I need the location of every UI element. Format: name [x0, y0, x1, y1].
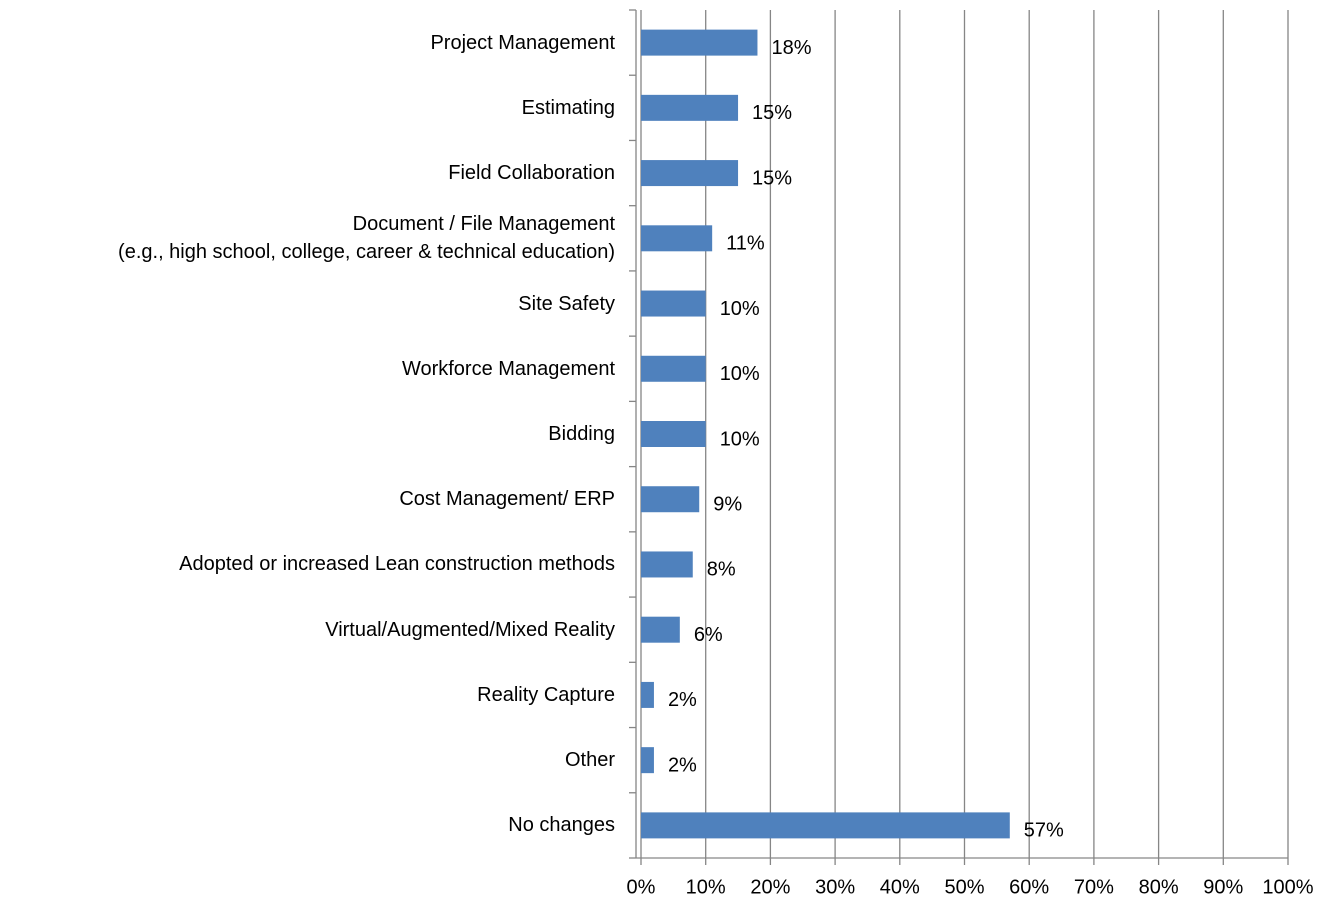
bar [641, 225, 713, 252]
data-label: 57% [1024, 820, 1064, 842]
bar [641, 616, 680, 643]
x-tick-label: 100% [1262, 876, 1313, 898]
y-tick-label: Virtual/Augmented/Mixed Reality [325, 618, 615, 641]
y-tick-label: Other [564, 749, 615, 772]
bar [641, 681, 654, 708]
bar [641, 29, 758, 56]
x-tick-label: 80% [1139, 876, 1179, 898]
data-label: 6% [694, 624, 723, 646]
data-label: 10% [720, 298, 760, 320]
y-tick-label: Project Management [430, 31, 615, 54]
y-tick-label: Field Collaboration [448, 162, 615, 185]
bar [641, 747, 654, 774]
x-tick-label: 90% [1203, 876, 1243, 898]
x-tick-label: 20% [750, 876, 790, 898]
y-tick-label: Site Safety [518, 292, 615, 315]
y-tick-label: Cost Management/ ERP [399, 488, 615, 511]
y-tick-label: Reality Capture [477, 683, 615, 706]
data-label: 18% [771, 37, 811, 59]
y-tick-label: Workforce Management [401, 357, 615, 380]
x-tick-label: 70% [1074, 876, 1114, 898]
bar [641, 812, 1010, 839]
data-label: 15% [752, 167, 792, 189]
bar [641, 421, 706, 447]
data-label: 10% [720, 363, 760, 385]
x-tick-label: 40% [880, 876, 920, 898]
bar [641, 355, 706, 382]
bar [641, 486, 700, 513]
x-tick-label: 60% [1009, 876, 1049, 898]
data-label: 2% [668, 689, 697, 711]
bar [641, 94, 739, 121]
bar [641, 160, 739, 187]
y-tick-label: Document / File Management (e.g., high s… [118, 213, 615, 264]
y-tick-label: Adopted or increased Lean construction m… [179, 553, 615, 576]
x-tick-label: 30% [815, 876, 855, 898]
y-tick-label: Bidding [548, 423, 615, 445]
y-tick-label: No changes [508, 814, 615, 837]
x-tick-label: 10% [686, 876, 726, 898]
bar [641, 290, 706, 317]
data-label: 2% [668, 754, 697, 776]
data-label: 11% [726, 233, 765, 255]
data-label: 8% [707, 559, 736, 581]
bar [641, 551, 693, 578]
x-tick-label: 50% [944, 876, 984, 898]
data-label: 9% [713, 494, 742, 516]
y-tick-label: Estimating [521, 96, 615, 119]
data-label: 15% [752, 102, 792, 124]
data-label: 10% [720, 428, 760, 450]
x-tick-label: 0% [627, 876, 656, 898]
